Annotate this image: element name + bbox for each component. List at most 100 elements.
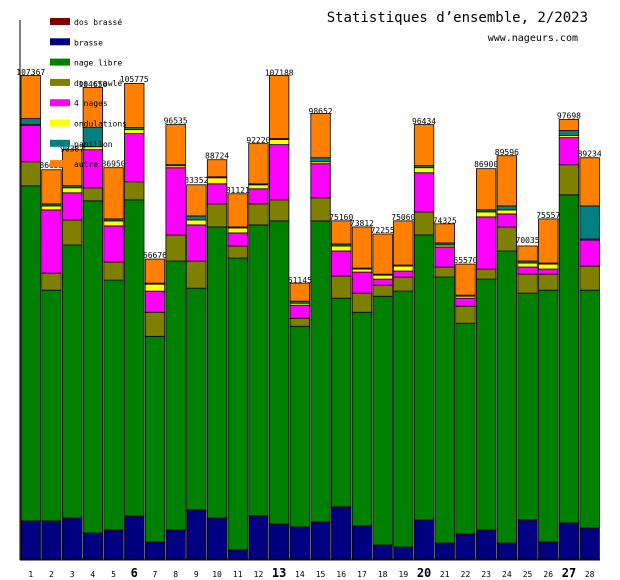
total-label: 72255 [371,226,395,235]
x-tick-label: 10 [212,570,222,579]
bar-segment [268,144,290,201]
total-label: 73812 [350,219,374,228]
total-label: 96535 [164,117,188,126]
bar-segment [41,289,62,522]
bar-segment [351,226,373,269]
legend-swatch [50,99,70,107]
total-label: 92220 [246,136,270,145]
total-label: 96434 [412,117,436,126]
x-tick-label: 27 [562,566,576,580]
bar-segment [41,520,62,560]
bar-segment [310,521,331,560]
bar-segment [413,172,435,213]
bar-segment [165,167,186,236]
total-label: 89596 [495,148,519,157]
bar-segment [248,188,269,205]
bar-segment [351,268,373,273]
bar-segment [579,289,600,529]
x-tick-label: 12 [254,570,264,579]
total-label: 105775 [120,75,149,84]
bar-segment [517,519,538,560]
bar-segment [538,263,559,270]
bar-segment [496,542,518,560]
bar-segment [103,261,124,281]
bar-segment [144,311,166,337]
x-tick-label: 26 [543,570,553,579]
bar-segment [144,541,166,560]
total-label: 65570 [453,256,477,265]
bar-segment [517,245,538,262]
bar-segment [206,226,228,519]
bar-segment [538,541,559,560]
bar-segment [82,87,103,128]
x-tick-label: 17 [357,570,367,579]
bar-segment [62,517,83,560]
total-label: 74325 [433,217,457,226]
bar-segment [434,266,455,278]
legend-label: ondulations [74,120,127,129]
bar-segment [475,268,497,280]
total-label: 83352 [184,176,208,185]
bar-segment [186,260,207,289]
bar-segment [268,523,290,560]
x-tick-label: 19 [399,570,409,579]
bar-segment [41,272,62,291]
x-tick-label: 1 [28,570,33,579]
x-tick-label: 9 [194,570,199,579]
bar-segment [455,305,476,324]
x-tick-label: 8 [173,570,178,579]
bar-segment [434,542,455,560]
bar-segment [310,220,331,523]
bar-segment [517,273,538,294]
legend-swatch [50,78,70,86]
bar-segment [496,213,518,228]
chart-subtitle: www.nageurs.com [488,33,578,44]
total-label: 75060 [391,213,415,222]
x-tick-label: 7 [153,570,158,579]
bar-segment [331,297,352,508]
bar-segment [372,274,393,280]
total-label: 66676 [143,251,167,260]
x-tick-label: 5 [111,570,116,579]
x-tick-label: 28 [585,570,595,579]
bar-segment [310,197,331,222]
bar-segment [20,520,41,560]
bar-segment [289,526,311,560]
bar-segment [558,164,580,196]
bar-segment [413,519,435,560]
bar-segment [331,220,352,245]
total-label: 70035 [516,236,540,245]
total-label: 61145 [288,276,312,285]
bar-segment [558,194,580,524]
x-tick-label: 16 [336,570,346,579]
bar-segment [206,517,228,560]
bar-segment [558,130,580,137]
bar-segment [579,239,600,267]
bar-segment [82,200,103,534]
bar-segment [331,250,352,277]
legend-label: 4 nages [74,99,108,108]
bar-segment [206,203,228,228]
bar-segment [103,167,124,220]
bar-segment [289,317,311,327]
bar-segment [227,549,248,560]
bar-segment [268,74,290,139]
bar-segment [393,220,414,266]
total-label: 86900 [474,160,498,169]
bar-segment [331,275,352,299]
bar-segment [372,233,393,275]
bar-segment [227,245,248,259]
x-tick-label: 13 [272,566,286,580]
bar-segment [538,268,559,275]
total-label: 107188 [265,69,294,78]
bar-segment [165,529,186,560]
legend-swatch [50,18,70,25]
bar-segment [351,311,373,527]
bar-segment [165,124,186,166]
legend-label: autre [74,160,98,169]
bar-segment [289,304,311,319]
bar-segment [496,205,518,211]
bar-segment [475,216,497,270]
bar-segment [248,143,269,185]
